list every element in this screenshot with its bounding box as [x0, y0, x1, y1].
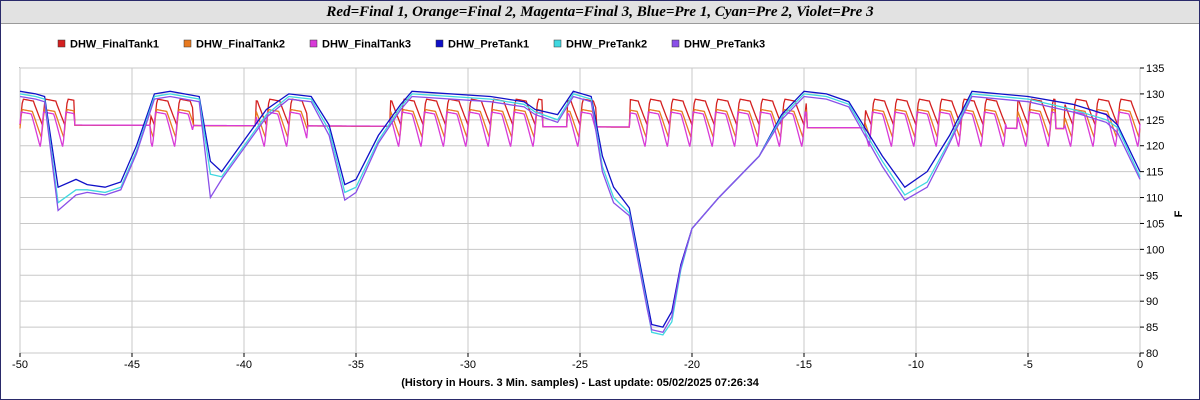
series-line-dhw-pretank1: [19, 90, 1141, 328]
legend-label: DHW_FinalTank2: [196, 39, 285, 51]
legend-swatch: [435, 39, 444, 48]
legend-swatch: [57, 39, 66, 48]
y-tick-label: 105: [1146, 218, 1164, 230]
legend-item: DHW_FinalTank2: [183, 39, 285, 51]
y-tick-label: 110: [1146, 193, 1164, 205]
y-tick-label: 85: [1146, 322, 1158, 334]
y-tick-label: 135: [1146, 63, 1164, 75]
legend-item: DHW_PreTank1: [435, 39, 529, 51]
series-line-dhw-pretank3: [19, 95, 1141, 334]
x-tick-label: -20: [684, 359, 700, 371]
y-tick-label: 115: [1146, 167, 1164, 179]
x-axis-label: (History in Hours. 3 Min. samples) - Las…: [401, 377, 760, 389]
x-tick-label: -15: [796, 359, 812, 371]
legend-swatch: [671, 39, 680, 48]
y-tick-label: 125: [1146, 115, 1164, 127]
axes: -50 -45 -40 -35 -30 -25 -20 -15 -10 -5 08085909510…: [12, 63, 1164, 371]
y-tick-label: 120: [1146, 141, 1164, 153]
x-tick-label: 0: [1137, 359, 1143, 371]
x-tick-label: -45: [124, 359, 140, 371]
y-axis-label: F: [1173, 210, 1185, 217]
x-tick-label: -30: [460, 359, 476, 371]
legend-item: DHW_PreTank2: [553, 39, 647, 51]
legend-label: DHW_PreTank2: [566, 39, 647, 51]
legend-label: DHW_FinalTank1: [70, 39, 159, 51]
legend-swatch: [553, 39, 562, 48]
legend-item: DHW_FinalTank3: [309, 39, 411, 51]
y-tick-label: 80: [1146, 348, 1158, 360]
x-tick-label: -25: [572, 359, 588, 371]
legend: DHW_FinalTank1 DHW_FinalTank2 DHW_FinalTan…: [57, 39, 765, 51]
x-tick-label: -5: [1023, 359, 1033, 371]
chart-title: Red=Final 1, Orange=Final 2, Magenta=Fin…: [1, 1, 1199, 24]
x-tick-label: -35: [348, 359, 364, 371]
legend-swatch: [309, 39, 318, 48]
grid: [19, 67, 1141, 354]
legend-item: DHW_PreTank3: [671, 39, 765, 51]
legend-item: DHW_FinalTank1: [57, 39, 159, 51]
series-lines: [19, 90, 1141, 336]
x-tick-label: -40: [236, 359, 252, 371]
legend-label: DHW_PreTank1: [448, 39, 529, 51]
legend-swatch: [183, 39, 192, 48]
legend-label: DHW_FinalTank3: [322, 39, 411, 51]
series-line-dhw-pretank2: [19, 93, 1141, 336]
y-tick-label: 95: [1146, 270, 1158, 282]
legend-label: DHW_PreTank3: [684, 39, 765, 51]
x-tick-label: -50: [12, 359, 28, 371]
y-tick-label: 90: [1146, 296, 1158, 308]
x-tick-label: -10: [908, 359, 924, 371]
y-tick-label: 130: [1146, 89, 1164, 101]
y-tick-label: 100: [1146, 244, 1164, 256]
